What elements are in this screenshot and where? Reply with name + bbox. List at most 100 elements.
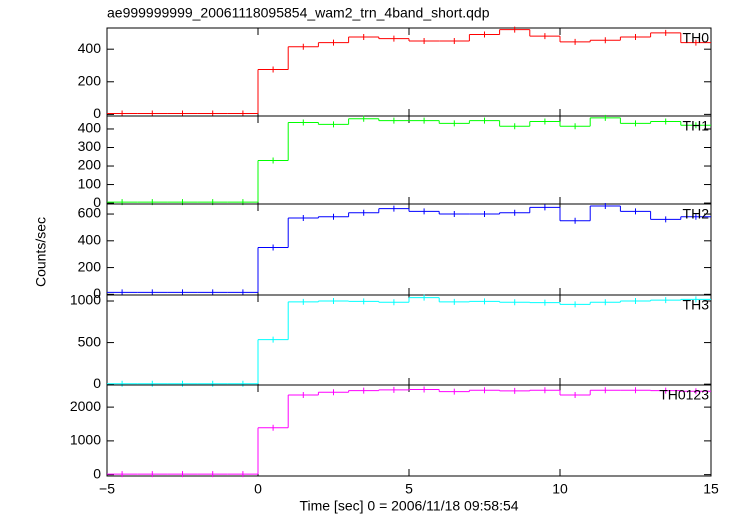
step-bin xyxy=(590,114,621,121)
y-tick-label: 500 xyxy=(78,333,102,349)
step-bin xyxy=(378,299,409,306)
step-bin xyxy=(439,38,470,45)
y-tick-label: 200 xyxy=(78,258,102,274)
step-bin xyxy=(378,35,409,42)
step-bin xyxy=(197,471,228,478)
step-bin xyxy=(409,208,440,215)
step-bin xyxy=(499,26,530,33)
step-bin xyxy=(439,120,470,127)
step-bin xyxy=(590,203,621,210)
step-bin xyxy=(107,380,138,387)
y-axis-label: Counts/sec xyxy=(33,217,49,287)
y-tick-label: 600 xyxy=(78,205,102,221)
step-bin xyxy=(529,204,560,211)
step-bin xyxy=(318,213,349,220)
step-bin xyxy=(348,33,379,40)
step-bin xyxy=(499,299,530,306)
step-bin xyxy=(227,471,258,478)
step-bin xyxy=(318,389,349,396)
step-bin xyxy=(288,119,319,126)
step-bin xyxy=(620,297,651,304)
panel-label: TH0123 xyxy=(659,387,709,403)
step-bin xyxy=(288,391,319,398)
step-bin xyxy=(439,298,470,305)
step-bin xyxy=(227,380,258,387)
panel-frame xyxy=(106,384,712,477)
step-bin xyxy=(137,471,168,478)
y-tick-label: 0 xyxy=(93,194,101,210)
y-tick-label: 0 xyxy=(93,285,101,301)
step-bin xyxy=(590,299,621,306)
y-tick-label: 2000 xyxy=(70,398,101,414)
step-bin xyxy=(288,298,319,305)
step-bin xyxy=(409,386,440,393)
step-bin xyxy=(378,205,409,212)
step-bin xyxy=(439,388,470,395)
y-tick-label: 0 xyxy=(93,465,101,481)
step-bin xyxy=(560,123,591,130)
step-bin xyxy=(680,296,711,303)
step-bin xyxy=(258,157,289,164)
step-bin xyxy=(560,301,591,308)
y-tick-label: 100 xyxy=(78,175,102,191)
chart-title: ae999999999_20061118095854_wam2_trn_4ban… xyxy=(107,5,490,21)
step-bin xyxy=(197,289,228,296)
step-bin xyxy=(469,298,500,305)
step-bin xyxy=(258,244,289,251)
step-bin xyxy=(680,388,711,395)
step-bin xyxy=(258,66,289,73)
step-bin xyxy=(197,380,228,387)
step-bin xyxy=(590,37,621,44)
step-bin xyxy=(650,297,681,304)
step-bin xyxy=(258,424,289,431)
step-bin xyxy=(167,380,198,387)
step-bin xyxy=(348,387,379,394)
step-bin xyxy=(348,209,379,216)
step-bin xyxy=(529,387,560,394)
step-bin xyxy=(529,33,560,40)
step-bin xyxy=(167,471,198,478)
y-tick-label: 1000 xyxy=(70,292,101,308)
step-bin xyxy=(348,298,379,305)
step-bin xyxy=(560,217,591,224)
y-tick-label: 0 xyxy=(93,105,101,121)
panel-frame xyxy=(106,294,712,386)
step-bin xyxy=(227,289,258,296)
step-bin xyxy=(409,294,440,301)
step-bin xyxy=(620,208,651,215)
panel-label: TH0 xyxy=(683,30,710,46)
step-bin xyxy=(288,43,319,50)
step-bin xyxy=(469,117,500,124)
x-tick-label: 0 xyxy=(254,481,262,497)
step-bin xyxy=(378,117,409,124)
y-tick-label: 400 xyxy=(78,232,102,248)
y-tick-label: 0 xyxy=(93,375,101,391)
step-bin xyxy=(650,118,681,125)
panel-frame xyxy=(106,203,712,296)
step-bin xyxy=(469,31,500,38)
step-bin xyxy=(529,118,560,125)
step-bin xyxy=(650,216,681,223)
step-bin xyxy=(137,380,168,387)
step-bin xyxy=(590,387,621,394)
panel-label: TH3 xyxy=(683,297,710,313)
step-bin xyxy=(107,471,138,478)
step-bin xyxy=(529,299,560,306)
panel-frame xyxy=(106,115,712,205)
y-tick-label: 200 xyxy=(78,157,102,173)
step-bin xyxy=(620,387,651,394)
step-bin xyxy=(560,38,591,45)
y-tick-label: 300 xyxy=(78,138,102,154)
x-tick-label: −5 xyxy=(99,481,115,497)
step-bin xyxy=(378,386,409,393)
step-bin xyxy=(650,29,681,36)
step-bin xyxy=(680,122,711,129)
step-bin xyxy=(560,391,591,398)
step-bin xyxy=(409,117,440,124)
x-tick-label: 10 xyxy=(552,481,568,497)
step-bin xyxy=(499,387,530,394)
step-bin xyxy=(318,297,349,304)
step-bin xyxy=(499,209,530,216)
step-bin xyxy=(680,39,711,46)
